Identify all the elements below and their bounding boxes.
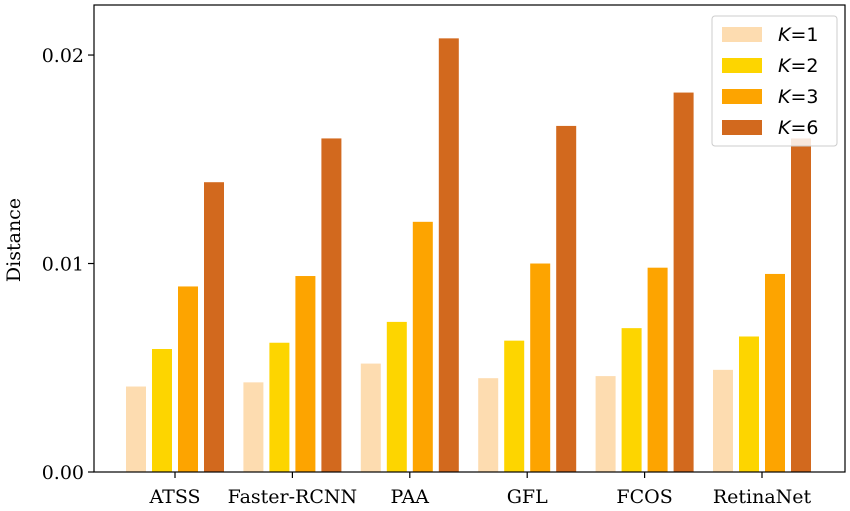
x-tick-label: GFL [507, 486, 548, 508]
y-tick-label: 0.00 [42, 462, 84, 484]
bar-retinanet-k3 [765, 273, 785, 472]
bar-fcos-k3 [647, 267, 668, 472]
bar-fcos-k4 [673, 92, 694, 472]
x-tick-label: ATSS [148, 486, 200, 508]
bar-gfl-k2 [504, 340, 525, 472]
bar-atss-k2 [152, 348, 172, 472]
legend-swatch [722, 58, 762, 73]
bar-paa-k3 [412, 221, 433, 472]
bar-atss-k1 [126, 386, 146, 472]
bar-gfl-k1 [478, 378, 499, 472]
x-tick-label: PAA [391, 486, 430, 508]
bar-retinanet-k1 [713, 369, 733, 472]
axes-group: 0.00 0.01 0.02 ATSS Faster-RCNN PAA GFL FCOS Ret… [42, 4, 846, 508]
x-tick-label: Faster-RCNN [228, 486, 357, 508]
bar-faster-rcnn-k4 [321, 138, 342, 472]
bar-faster-rcnn-k1 [243, 382, 264, 472]
legend: K=1 K=2 K=3 K=6 [711, 15, 838, 147]
x-tick-label: RetinaNet [713, 486, 812, 508]
bar-paa-k1 [360, 363, 381, 472]
y-tick-label: 0.01 [42, 254, 84, 276]
bar-paa-k2 [386, 321, 407, 472]
bar-atss-k3 [178, 286, 198, 472]
legend-label: K=6 [778, 117, 818, 139]
legend-swatch [722, 89, 762, 104]
x-tick-label: FCOS [616, 486, 672, 508]
legend-box [711, 15, 838, 147]
bar-fcos-k1 [595, 376, 616, 472]
bar-faster-rcnn-k2 [269, 342, 290, 472]
legend-swatch [722, 27, 762, 42]
bar-retinanet-k2 [739, 336, 759, 472]
bar-atss-k4 [204, 182, 224, 472]
bar-faster-rcnn-k3 [295, 276, 316, 472]
y-axis-label: Distance [3, 198, 25, 282]
bar-paa-k4 [438, 38, 459, 472]
bar-fcos-k2 [621, 328, 642, 472]
legend-label: K=1 [778, 24, 818, 46]
plot-frame [93, 4, 846, 473]
bar-retinanet-k4 [791, 138, 811, 472]
bar-gfl-k4 [556, 125, 577, 472]
y-tick-label: 0.02 [42, 45, 84, 67]
bar-gfl-k3 [530, 263, 551, 472]
legend-swatch [722, 120, 762, 135]
bars-group [126, 38, 811, 472]
legend-label: K=2 [778, 55, 818, 77]
legend-label: K=3 [778, 86, 818, 108]
